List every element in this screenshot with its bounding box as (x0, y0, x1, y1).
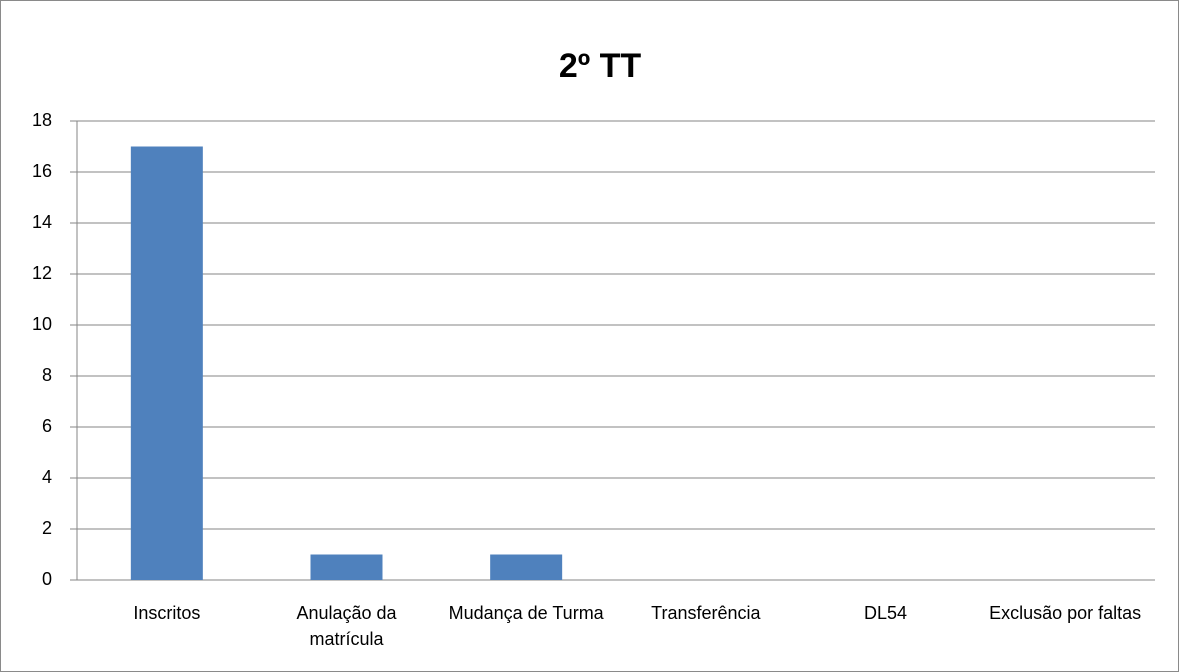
x-tick-label: Anulação da matrícula (296, 603, 397, 649)
bar (490, 554, 563, 580)
y-tick-label: 14 (32, 212, 52, 232)
y-tick-label: 16 (32, 161, 52, 181)
y-tick-label: 8 (42, 365, 52, 385)
y-tick-label: 4 (42, 467, 52, 487)
y-tick-label: 2 (42, 518, 52, 538)
x-tick-label: Transferência (651, 603, 761, 623)
y-tick-label: 0 (42, 569, 52, 589)
y-tick-label: 10 (32, 314, 52, 334)
x-tick-label: DL54 (863, 603, 908, 623)
y-tick-label: 18 (32, 110, 52, 130)
y-tick-label: 12 (32, 263, 52, 283)
x-tick-label: Mudança de Turma (448, 603, 604, 623)
bar (310, 554, 383, 580)
y-tick-label: 6 (42, 416, 52, 436)
x-tick-label: Inscritos (133, 603, 201, 623)
bar (130, 146, 203, 580)
x-tick-label: Exclusão por faltas (989, 603, 1142, 623)
chart-title: 2º TT (559, 47, 642, 85)
